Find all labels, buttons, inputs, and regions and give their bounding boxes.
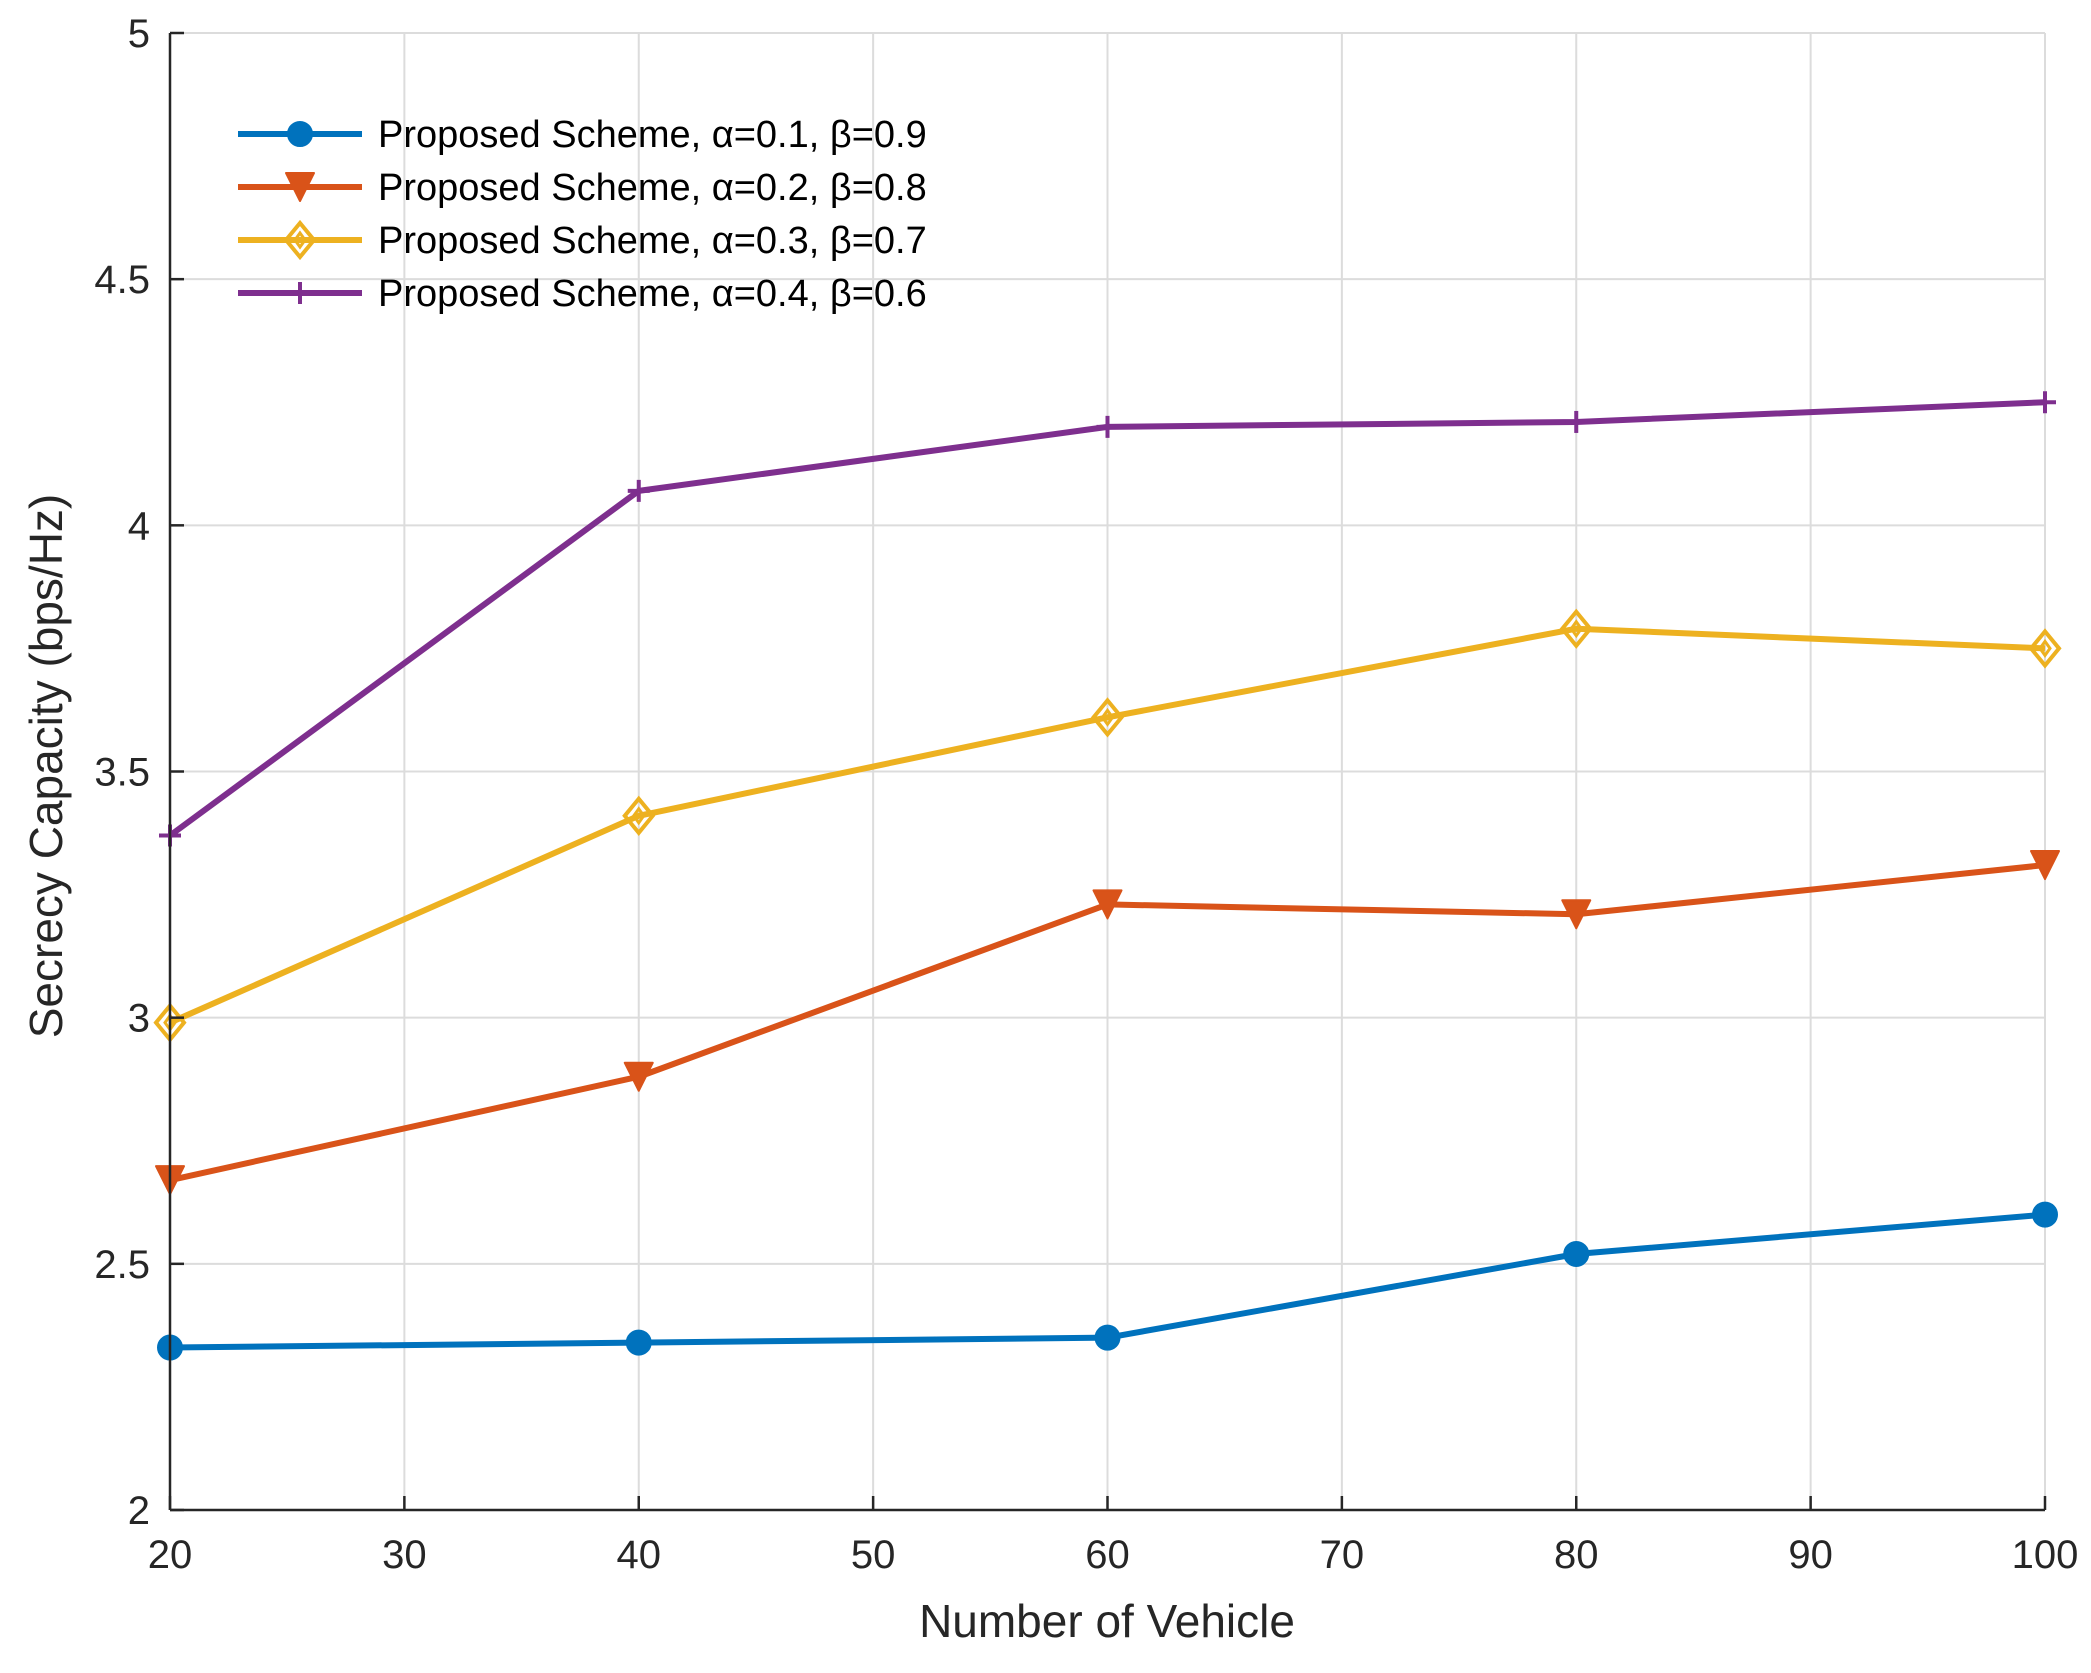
legend-item-2: Proposed Scheme, α=0.2, β=0.8	[238, 167, 927, 209]
legend-marker	[289, 282, 311, 304]
diamond-inner	[2038, 638, 2052, 658]
data-point	[1559, 608, 1593, 649]
diamond-outline	[2028, 628, 2062, 669]
x-tick-label: 20	[148, 1533, 193, 1577]
x-tick-label: 80	[1554, 1533, 1599, 1577]
data-point	[622, 795, 656, 836]
diamond-outline	[283, 219, 317, 261]
x-tick-label: 100	[2012, 1533, 2079, 1577]
x-tick-label: 50	[851, 1533, 896, 1577]
data-point	[627, 479, 650, 502]
x-axis-title: Number of Vehicle	[919, 1595, 1295, 1647]
data-point	[1563, 1240, 1590, 1267]
data-point	[1096, 415, 1119, 438]
data-point	[1565, 410, 1588, 433]
legend-label: Proposed Scheme, α=0.4, β=0.6	[378, 273, 927, 315]
diamond-outline	[622, 795, 656, 836]
diamond-outline	[1090, 697, 1125, 738]
x-tick-label: 70	[1320, 1533, 1365, 1577]
x-tick-label: 60	[1085, 1533, 1130, 1577]
diamond-inner	[293, 230, 307, 250]
legend-label: Proposed Scheme, α=0.2, β=0.8	[378, 167, 927, 209]
x-tick-label: 30	[382, 1533, 427, 1577]
grid-lines	[169, 32, 2046, 1511]
data-point	[1090, 697, 1125, 738]
y-tick-label: 4	[128, 504, 150, 548]
y-tick-label: 3	[128, 997, 150, 1041]
series-layer	[153, 391, 2062, 1361]
y-tick-label: 4.5	[94, 258, 150, 302]
y-tick-label: 3.5	[94, 751, 150, 795]
data-point	[623, 1061, 654, 1092]
legend-marker	[285, 172, 315, 202]
series-line	[168, 625, 2046, 1026]
legend-label: Proposed Scheme, α=0.1, β=0.9	[378, 114, 927, 156]
legend-item-4: Proposed Scheme, α=0.4, β=0.6	[238, 273, 927, 315]
y-tick-label: 2.5	[94, 1243, 150, 1287]
legend: Proposed Scheme, α=0.1, β=0.9 Proposed Sc…	[238, 114, 927, 315]
data-point	[625, 1329, 652, 1356]
y-tick-label: 2	[128, 1489, 150, 1533]
legend-label: Proposed Scheme, α=0.3, β=0.7	[378, 220, 927, 262]
tick-labels: 20 30 40 50 60 70 80 90 100 2 2.5 3 3.5 4 4.5 5	[94, 12, 2078, 1577]
data-point	[1561, 899, 1592, 930]
axes	[168, 31, 2047, 1512]
data-point	[2028, 628, 2062, 669]
data-point	[1092, 889, 1123, 920]
data-point	[2032, 1201, 2058, 1228]
data-point	[2034, 391, 2056, 414]
legend-marker	[287, 121, 313, 147]
x-tick-label: 40	[617, 1533, 662, 1577]
legend-item-3: Proposed Scheme, α=0.3, β=0.7	[238, 219, 927, 262]
diamond-inner	[1569, 619, 1584, 639]
x-tick-label: 90	[1788, 1533, 1833, 1577]
diamond-inner	[631, 806, 646, 826]
data-point	[1094, 1324, 1121, 1351]
legend-marker	[283, 219, 317, 261]
y-tick-label: 5	[128, 12, 150, 56]
series-1	[157, 1201, 2058, 1361]
legend-item-1: Proposed Scheme, α=0.1, β=0.9	[238, 114, 927, 156]
data-point	[2030, 850, 2060, 881]
y-axis-title: Secrecy Capacity (bps/Hz)	[20, 494, 72, 1039]
diamond-inner	[1100, 707, 1115, 727]
diamond-outline	[1559, 608, 1593, 649]
series-2	[155, 850, 2060, 1196]
